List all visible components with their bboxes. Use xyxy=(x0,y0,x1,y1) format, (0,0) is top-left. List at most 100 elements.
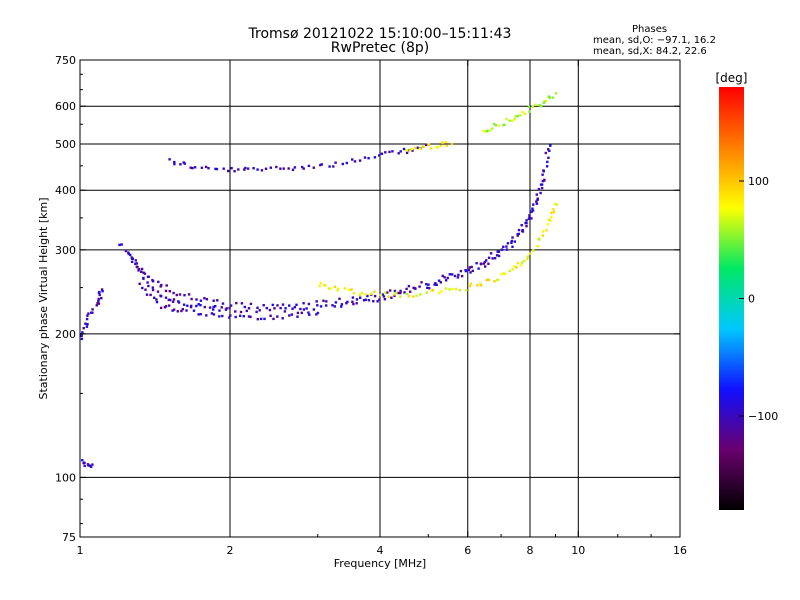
data-point xyxy=(388,150,391,154)
y-tick-label: 750 xyxy=(55,54,76,67)
data-point xyxy=(546,223,549,226)
data-point xyxy=(535,193,538,196)
data-point xyxy=(90,311,93,314)
data-point xyxy=(316,311,320,315)
data-point xyxy=(444,287,448,290)
colorbar-ticks: 100 0 −100 xyxy=(739,175,778,423)
data-point xyxy=(195,304,198,308)
data-point xyxy=(496,250,499,253)
data-point xyxy=(164,289,168,293)
data-point xyxy=(234,315,237,319)
data-point xyxy=(352,292,355,295)
data-point xyxy=(454,287,458,291)
data-point xyxy=(468,266,471,269)
data-point xyxy=(151,288,155,292)
data-point xyxy=(502,272,505,275)
data-point xyxy=(373,294,377,298)
data-point xyxy=(443,276,446,279)
data-point xyxy=(216,299,219,302)
data-point xyxy=(547,148,550,151)
axis-ticks: 1 2 4 6 8 10 16 75 100 200 300 400 500 600 750 xyxy=(55,54,687,557)
data-point xyxy=(437,279,441,282)
data-point xyxy=(367,157,370,160)
data-point xyxy=(426,286,429,289)
data-point xyxy=(242,315,245,318)
data-point xyxy=(256,306,259,309)
data-point xyxy=(435,146,438,149)
data-point xyxy=(279,306,282,310)
data-point xyxy=(155,298,158,301)
data-point xyxy=(215,167,219,171)
data-point xyxy=(193,166,197,169)
data-point xyxy=(367,299,371,302)
data-point xyxy=(273,307,276,310)
data-point xyxy=(546,160,549,164)
y-tick-label: 400 xyxy=(55,184,76,197)
data-point xyxy=(520,264,523,267)
data-point xyxy=(88,464,91,467)
data-point xyxy=(319,281,322,285)
x-tick-label: 4 xyxy=(377,544,384,557)
data-point xyxy=(284,307,287,310)
data-point xyxy=(483,130,487,133)
data-point xyxy=(384,151,387,154)
data-point xyxy=(291,307,294,310)
data-point xyxy=(391,150,394,153)
data-point xyxy=(293,166,297,169)
x-tick-label: 16 xyxy=(673,544,687,557)
data-point xyxy=(197,303,200,306)
data-point xyxy=(503,272,507,276)
data-point xyxy=(409,149,412,152)
data-point xyxy=(287,167,290,170)
data-point xyxy=(372,300,375,303)
data-point xyxy=(301,165,304,169)
data-point xyxy=(381,293,385,296)
data-point xyxy=(147,275,150,278)
data-point xyxy=(296,311,300,315)
data-point xyxy=(228,306,231,310)
data-point xyxy=(516,115,519,118)
data-point xyxy=(319,163,322,167)
data-point xyxy=(312,166,315,169)
data-point xyxy=(290,313,294,316)
data-point xyxy=(393,293,396,296)
data-point xyxy=(425,291,428,294)
data-point xyxy=(493,257,497,260)
data-point xyxy=(183,294,186,297)
data-point xyxy=(358,293,362,296)
data-point xyxy=(552,208,555,211)
data-point xyxy=(351,296,355,299)
data-point xyxy=(146,281,149,284)
data-point xyxy=(164,296,168,299)
data-point xyxy=(402,147,406,151)
data-point xyxy=(145,293,149,296)
data-point xyxy=(532,249,535,252)
data-point xyxy=(479,282,482,285)
data-point xyxy=(151,280,155,283)
data-point xyxy=(168,158,171,161)
data-point xyxy=(340,305,343,308)
data-point xyxy=(302,167,305,170)
chart-title: Tromsø 20121022 15:10:00–15:11:43 xyxy=(248,26,512,42)
data-point xyxy=(544,151,547,155)
data-point xyxy=(525,219,528,222)
data-point xyxy=(197,313,200,316)
data-point xyxy=(135,265,138,268)
data-point xyxy=(172,298,176,301)
data-point xyxy=(476,284,479,287)
data-point xyxy=(141,286,144,290)
data-point xyxy=(320,163,323,166)
data-point xyxy=(545,165,549,168)
data-point xyxy=(438,291,441,295)
data-point xyxy=(430,147,433,150)
data-point xyxy=(525,225,528,228)
data-point xyxy=(489,252,493,255)
data-point xyxy=(528,110,531,113)
data-point xyxy=(189,305,193,309)
data-point xyxy=(543,178,546,182)
data-point xyxy=(407,295,410,298)
data-point xyxy=(364,293,367,296)
data-point xyxy=(235,301,238,305)
data-point xyxy=(405,292,409,296)
data-point xyxy=(296,315,299,318)
